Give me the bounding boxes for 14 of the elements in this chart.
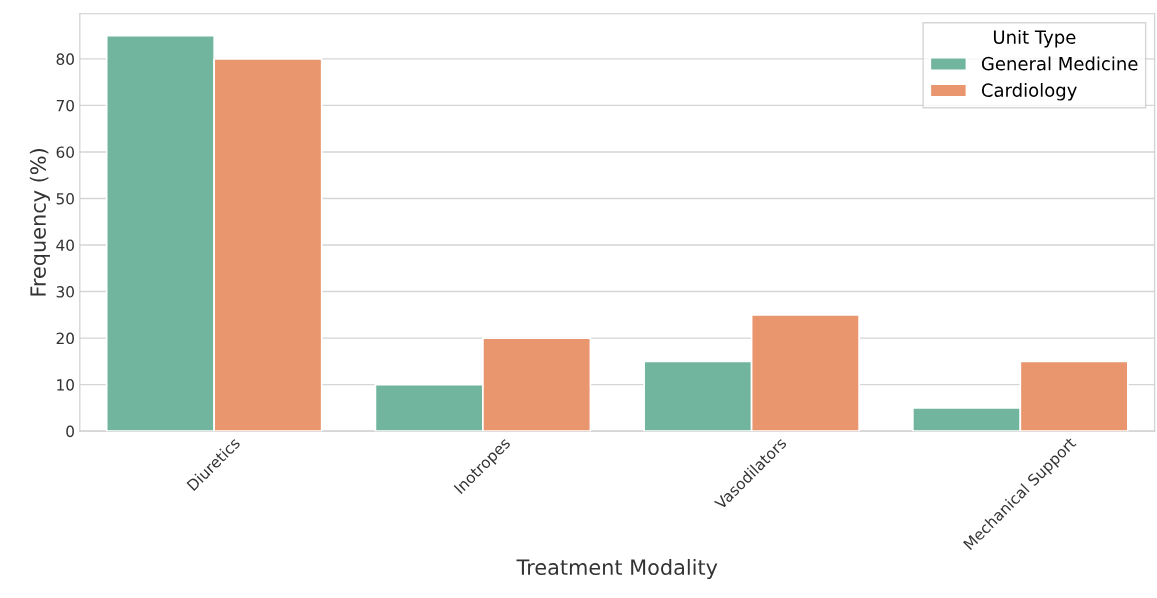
y-tick-label: 0 <box>66 425 74 438</box>
y-tick-label: 40 <box>56 239 74 252</box>
y-tick-label: 10 <box>57 379 74 391</box>
legend-label: Cardiology <box>981 83 1077 101</box>
x-axis-title: Treatment Modality <box>516 558 718 580</box>
legend-label: General Medicine <box>981 56 1138 71</box>
y-tick-label: 30 <box>56 286 74 298</box>
legend-title: Unit Type <box>993 30 1076 48</box>
y-tick-label: 50 <box>56 192 74 205</box>
y-axis-title: Frequency (%) <box>29 149 50 296</box>
y-tick-label: 20 <box>56 332 74 345</box>
y-tick-label: 60 <box>56 146 74 158</box>
y-tick-label: 70 <box>56 99 74 112</box>
y-tick-label: 80 <box>56 53 74 65</box>
